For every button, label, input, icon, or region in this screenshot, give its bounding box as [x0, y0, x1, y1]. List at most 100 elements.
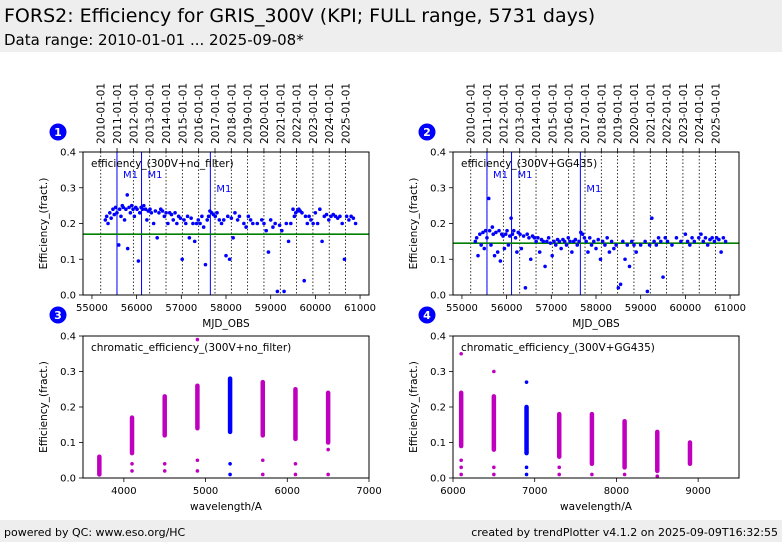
data-point — [235, 218, 240, 222]
data-point — [489, 243, 493, 247]
data-point — [638, 243, 643, 247]
y-tick-label: 0.3 — [60, 367, 76, 378]
y-tick-label: 0.2 — [60, 403, 76, 414]
data-point — [584, 239, 588, 244]
x-tick-label: 5000 — [193, 486, 218, 497]
data-point — [688, 243, 692, 247]
data-point — [231, 236, 235, 240]
data-point — [311, 221, 315, 226]
data-point — [136, 259, 141, 263]
data-point — [315, 221, 320, 226]
data-point — [171, 218, 176, 222]
data-point — [502, 246, 507, 251]
data-point — [237, 214, 242, 219]
data-point — [557, 472, 562, 477]
event-label: M1 — [216, 184, 231, 195]
data-point — [519, 246, 524, 251]
data-point — [548, 241, 553, 245]
data-point — [122, 218, 127, 222]
data-point — [528, 257, 533, 262]
data-point — [251, 221, 255, 226]
data-point — [273, 221, 277, 226]
data-point — [119, 214, 123, 219]
data-point — [643, 239, 647, 244]
x-axis-label: MJD_OBS — [202, 318, 250, 330]
data-point — [701, 239, 706, 244]
data-point — [483, 228, 488, 233]
event-label: M1 — [148, 170, 163, 181]
data-point — [524, 465, 529, 470]
data-point — [661, 275, 665, 279]
data-point — [195, 469, 200, 473]
data-point — [652, 239, 656, 244]
data-point — [495, 250, 500, 254]
panel-badge-number: 4 — [423, 309, 431, 322]
data-point — [300, 210, 304, 215]
data-point — [607, 250, 612, 254]
data-point — [481, 230, 485, 235]
data-point — [255, 221, 260, 226]
y-axis-label: Efficiency_(fract.) — [408, 361, 420, 453]
data-point — [313, 210, 318, 215]
data-point — [575, 243, 580, 247]
data-point — [162, 462, 167, 466]
x-tick-label: 58000 — [210, 303, 242, 314]
page-title: FORS2: Efficiency for GRIS_300V (KPI; FU… — [4, 5, 596, 27]
top-tick-label: 2023-01-01 — [678, 83, 690, 144]
data-point — [103, 218, 108, 222]
data-point — [523, 286, 528, 290]
data-point — [292, 214, 297, 219]
x-tick-label: 56000 — [491, 303, 523, 314]
data-point — [246, 214, 251, 219]
y-tick-label: 0.4 — [60, 332, 76, 343]
top-tick-label: 2013-01-01 — [515, 83, 527, 144]
data-point — [344, 214, 349, 219]
data-point — [577, 239, 581, 244]
data-point — [303, 214, 308, 219]
top-tick-label: 2016-01-01 — [564, 83, 576, 144]
x-tick-label: 9000 — [685, 486, 710, 497]
footer-credit: powered by QC: www.eso.org/HC — [4, 526, 186, 539]
data-point — [284, 221, 289, 226]
data-point — [111, 207, 115, 211]
top-tick-label: 2017-01-01 — [210, 83, 222, 144]
data-point — [201, 225, 206, 229]
data-point — [625, 243, 630, 247]
top-tick-label: 2018-01-01 — [596, 83, 608, 144]
data-point — [654, 243, 659, 247]
data-point — [182, 218, 186, 222]
chart-panel-2: 2010-01-01 2011-01-01 2012-01-01 2013-01-01… — [408, 83, 746, 330]
data-point — [260, 458, 265, 463]
data-point — [326, 472, 330, 477]
y-tick-label: 0.3 — [430, 183, 446, 194]
data-point — [125, 246, 130, 251]
data-point — [603, 243, 607, 247]
event-label: M1 — [123, 170, 138, 181]
data-point — [473, 239, 478, 244]
data-point — [459, 351, 463, 356]
data-point — [117, 207, 122, 211]
data-point — [506, 243, 511, 247]
data-point — [268, 218, 273, 222]
data-point — [266, 250, 271, 254]
data-point — [213, 214, 218, 219]
data-point — [307, 214, 311, 219]
y-tick-label: 0.2 — [430, 219, 446, 230]
data-point — [723, 239, 728, 244]
data-point — [546, 236, 551, 240]
data-point — [557, 239, 562, 244]
top-tick-label: 2013-01-01 — [145, 83, 157, 144]
x-tick-label: 7000 — [356, 486, 381, 497]
x-tick-label: 7000 — [522, 486, 547, 497]
data-point — [543, 264, 547, 269]
data-point — [497, 228, 501, 233]
data-point — [178, 216, 183, 220]
data-point — [605, 236, 609, 240]
data-point — [116, 243, 121, 247]
data-point — [221, 218, 226, 222]
data-point — [501, 234, 505, 238]
data-point — [478, 232, 482, 237]
data-point — [541, 239, 546, 244]
data-point — [509, 216, 513, 220]
data-point — [492, 472, 496, 477]
